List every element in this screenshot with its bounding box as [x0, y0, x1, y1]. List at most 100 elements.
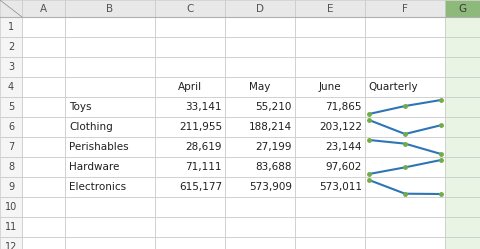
Text: June: June: [319, 82, 341, 92]
Bar: [155, 237, 225, 249]
Text: 2: 2: [8, 42, 14, 52]
Bar: [445, 37, 480, 57]
Bar: [65, 117, 155, 137]
Text: 27,199: 27,199: [255, 142, 292, 152]
Text: 12: 12: [5, 242, 17, 249]
Bar: [295, 197, 365, 217]
Text: D: D: [256, 3, 264, 13]
Bar: [65, 237, 155, 249]
Bar: [365, 37, 445, 57]
Bar: [0, 117, 22, 137]
Bar: [0, 97, 22, 117]
Bar: [365, 77, 445, 97]
Bar: [365, 237, 445, 249]
Text: 573,909: 573,909: [249, 182, 292, 192]
Bar: [22, 97, 65, 117]
Bar: [0, 177, 22, 197]
Bar: [295, 17, 365, 37]
Bar: [295, 157, 365, 177]
Bar: [225, 17, 295, 37]
Bar: [0, 17, 22, 37]
Bar: [225, 97, 295, 117]
Bar: [225, 77, 295, 97]
Bar: [22, 0, 65, 17]
Bar: [445, 117, 480, 137]
Bar: [65, 97, 155, 117]
Bar: [155, 17, 225, 37]
Bar: [0, 77, 22, 97]
Bar: [155, 37, 225, 57]
Bar: [0, 237, 22, 249]
Text: 7: 7: [8, 142, 14, 152]
Bar: [65, 37, 155, 57]
Bar: [365, 177, 445, 197]
Bar: [22, 237, 65, 249]
Bar: [365, 17, 445, 37]
Text: 97,602: 97,602: [325, 162, 362, 172]
Bar: [225, 217, 295, 237]
Text: 71,865: 71,865: [325, 102, 362, 112]
Bar: [65, 197, 155, 217]
Text: Hardware: Hardware: [69, 162, 120, 172]
Bar: [155, 0, 225, 17]
Bar: [155, 177, 225, 197]
Bar: [295, 237, 365, 249]
Bar: [0, 197, 22, 217]
Bar: [22, 57, 65, 77]
Bar: [65, 137, 155, 157]
Text: B: B: [107, 3, 114, 13]
Bar: [445, 17, 480, 37]
Bar: [365, 137, 445, 157]
Text: F: F: [402, 3, 408, 13]
Bar: [295, 97, 365, 117]
Text: 6: 6: [8, 122, 14, 132]
Text: 203,122: 203,122: [319, 122, 362, 132]
Bar: [0, 57, 22, 77]
Bar: [225, 0, 295, 17]
Bar: [155, 77, 225, 97]
Bar: [22, 117, 65, 137]
Text: E: E: [327, 3, 333, 13]
Bar: [0, 217, 22, 237]
Bar: [22, 197, 65, 217]
Bar: [295, 37, 365, 57]
Text: 71,111: 71,111: [185, 162, 222, 172]
Text: May: May: [249, 82, 271, 92]
Text: 3: 3: [8, 62, 14, 72]
Text: 615,177: 615,177: [179, 182, 222, 192]
Bar: [445, 57, 480, 77]
Bar: [365, 97, 445, 117]
Text: 5: 5: [8, 102, 14, 112]
Text: April: April: [178, 82, 202, 92]
Bar: [225, 177, 295, 197]
Text: 23,144: 23,144: [325, 142, 362, 152]
Bar: [65, 217, 155, 237]
Bar: [22, 177, 65, 197]
Text: G: G: [458, 3, 467, 13]
Text: 33,141: 33,141: [185, 102, 222, 112]
Text: Quarterly: Quarterly: [368, 82, 418, 92]
Bar: [0, 157, 22, 177]
Bar: [295, 177, 365, 197]
Text: 10: 10: [5, 202, 17, 212]
Bar: [445, 237, 480, 249]
Bar: [365, 157, 445, 177]
Bar: [295, 137, 365, 157]
Bar: [155, 97, 225, 117]
Bar: [295, 57, 365, 77]
Bar: [445, 0, 480, 17]
Bar: [155, 157, 225, 177]
Text: Clothing: Clothing: [69, 122, 113, 132]
Bar: [22, 137, 65, 157]
Bar: [155, 217, 225, 237]
Bar: [155, 117, 225, 137]
Bar: [445, 157, 480, 177]
Text: 211,955: 211,955: [179, 122, 222, 132]
Bar: [65, 77, 155, 97]
Bar: [225, 57, 295, 77]
Bar: [225, 197, 295, 217]
Text: 11: 11: [5, 222, 17, 232]
Bar: [295, 0, 365, 17]
Bar: [295, 217, 365, 237]
Bar: [445, 77, 480, 97]
